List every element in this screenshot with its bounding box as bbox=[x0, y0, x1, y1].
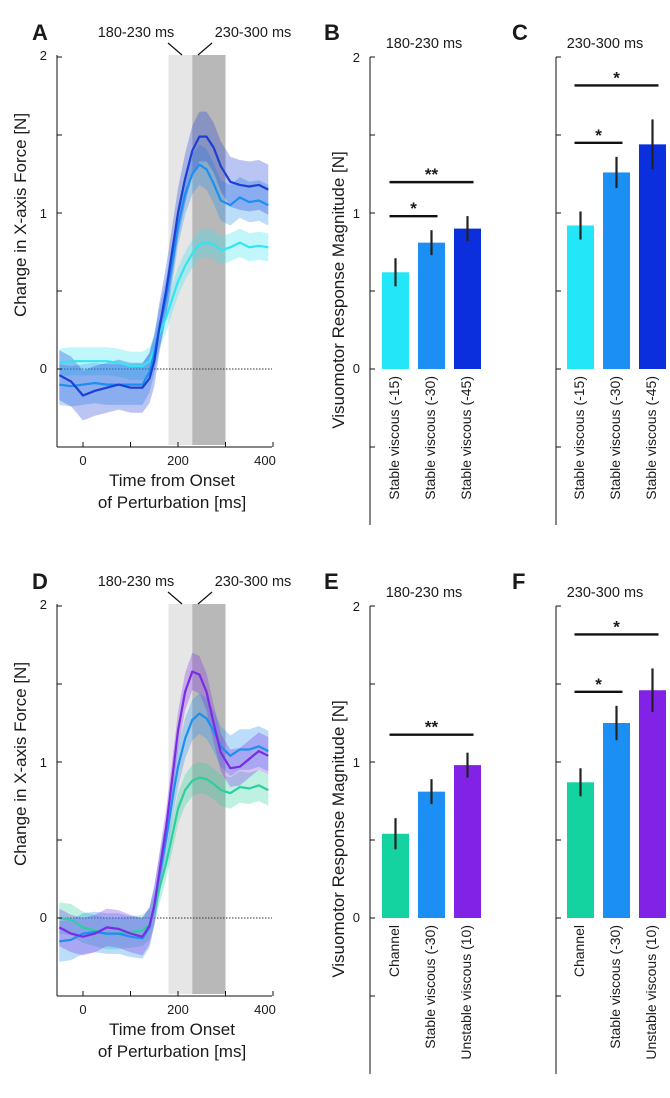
panel-d-series-lines bbox=[59, 672, 268, 942]
panel-b-category-2: Stable viscous (-45) bbox=[458, 376, 474, 500]
panel-d-xtick-200: 200 bbox=[167, 1002, 189, 1017]
panel-e-sig-label-0: ** bbox=[425, 718, 439, 737]
panel-d-x-ticks bbox=[83, 991, 273, 996]
panel-d-x-label-line2: of Perturbation [ms] bbox=[98, 1042, 246, 1061]
panel-d-x-label: Time from Onset bbox=[109, 1020, 235, 1039]
panel-d: D 180-230 ms 230-300 ms 2 1 0 0 200 400 … bbox=[11, 569, 291, 1061]
panel-b-sig-label-1: ** bbox=[425, 165, 439, 184]
panel-a-ytick-0: 0 bbox=[40, 361, 47, 376]
panel-e-ytick-1: 1 bbox=[353, 755, 360, 770]
panel-b-bars: *** bbox=[382, 165, 481, 369]
panel-c-category-2: Stable viscous (-45) bbox=[643, 376, 659, 500]
panel-a-x-label: Time from Onset bbox=[109, 471, 235, 490]
panel-b-bar-2 bbox=[454, 229, 481, 369]
panel-c-bars: ** bbox=[567, 68, 666, 369]
panel-c-label: C bbox=[512, 20, 528, 45]
panel-b-y-label: Visuomotor Response Magnitude [N] bbox=[329, 151, 348, 429]
panel-f-sig-label-1: * bbox=[613, 617, 620, 636]
panel-c-bar-2 bbox=[639, 144, 666, 369]
panel-b-label: B bbox=[324, 20, 340, 45]
panel-d-xtick-0: 0 bbox=[79, 1002, 86, 1017]
panel-e-bar-1 bbox=[418, 792, 445, 918]
panel-f-bars: ** bbox=[567, 617, 666, 918]
panel-b: B 180-230 ms 2 1 0 Visuomotor Response M… bbox=[324, 20, 481, 525]
panel-b-category-0: Stable viscous (-15) bbox=[386, 376, 402, 500]
panel-b-ytick-0: 0 bbox=[353, 361, 360, 376]
panel-d-window2-label: 230-300 ms bbox=[215, 574, 292, 590]
panel-b-title: 180-230 ms bbox=[386, 36, 463, 52]
panel-d-window1-label: 180-230 ms bbox=[98, 574, 175, 590]
panel-f-category-0: Channel bbox=[571, 925, 587, 977]
panel-c-category-0: Stable viscous (-15) bbox=[571, 376, 587, 500]
panel-d-ytick-2: 2 bbox=[40, 597, 47, 612]
panel-d-label: D bbox=[32, 569, 48, 594]
panel-b-category-1: Stable viscous (-30) bbox=[422, 376, 438, 500]
panel-d-ytick-0: 0 bbox=[40, 910, 47, 925]
panel-a-confidence-bands bbox=[59, 112, 268, 421]
panel-d-confidence-bands bbox=[59, 653, 268, 962]
panel-f-title: 230-300 ms bbox=[567, 585, 644, 601]
panel-b-y-ticks bbox=[370, 57, 375, 447]
panel-a-window2-pointer bbox=[198, 43, 212, 55]
panel-e-bars: ** bbox=[382, 718, 481, 918]
panel-e-title: 180-230 ms bbox=[386, 585, 463, 601]
panel-c-sig-label-1: * bbox=[613, 68, 620, 87]
panel-d-window2-pointer bbox=[198, 592, 212, 604]
panel-e-y-label: Visuomotor Response Magnitude [N] bbox=[329, 700, 348, 978]
panel-d-xtick-400: 400 bbox=[254, 1002, 276, 1017]
panel-c-y-ticks bbox=[556, 57, 561, 447]
panel-b-ytick-2: 2 bbox=[353, 50, 360, 65]
panel-f-bar-2 bbox=[639, 690, 666, 918]
panel-f-category-2: Unstable viscous (10) bbox=[643, 925, 659, 1060]
panel-f-sig-label-0: * bbox=[595, 675, 602, 694]
panel-e-label: E bbox=[324, 569, 339, 594]
panel-d-y-label: Change in X-axis Force [N] bbox=[11, 662, 30, 866]
panel-a-xtick-400: 400 bbox=[254, 453, 276, 468]
panel-a-x-ticks bbox=[83, 442, 273, 447]
panel-d-ytick-1: 1 bbox=[40, 755, 47, 770]
panel-c-category-1: Stable viscous (-30) bbox=[607, 376, 623, 500]
panel-c-sig-label-0: * bbox=[595, 126, 602, 145]
panel-c: C 230-300 ms ** Stable viscous (-15) Sta… bbox=[512, 20, 666, 525]
panel-a-ytick-1: 1 bbox=[40, 206, 47, 221]
panel-c-bar-1 bbox=[603, 172, 630, 369]
panel-a-window1-pointer bbox=[168, 43, 182, 55]
panel-a-y-label: Change in X-axis Force [N] bbox=[11, 113, 30, 317]
panel-f-label: F bbox=[512, 569, 525, 594]
panel-b-ytick-1: 1 bbox=[353, 206, 360, 221]
panel-e-category-2: Unstable viscous (10) bbox=[458, 925, 474, 1060]
panel-d-window1-pointer bbox=[168, 592, 182, 604]
panel-a-xtick-200: 200 bbox=[167, 453, 189, 468]
panel-a-window2-label: 230-300 ms bbox=[215, 25, 292, 41]
panel-b-bar-0 bbox=[382, 272, 409, 369]
panel-f-bar-0 bbox=[567, 782, 594, 918]
panel-a: A 180-230 ms 230-300 ms 2 1 0 0 200 400 … bbox=[11, 20, 291, 512]
panel-e-bar-2 bbox=[454, 765, 481, 918]
panel-f: F 230-300 ms ** Channel Stable viscous (… bbox=[512, 569, 666, 1074]
panel-a-x-label-line2: of Perturbation [ms] bbox=[98, 493, 246, 512]
panel-b-sig-label-0: * bbox=[410, 199, 417, 218]
panel-e-category-1: Stable viscous (-30) bbox=[422, 925, 438, 1049]
panel-e: E 180-230 ms 2 1 0 Visuomotor Response M… bbox=[324, 569, 481, 1074]
panel-c-bar-0 bbox=[567, 225, 594, 369]
panel-e-ytick-2: 2 bbox=[353, 599, 360, 614]
panel-f-bar-1 bbox=[603, 723, 630, 918]
panel-a-ytick-2: 2 bbox=[40, 48, 47, 63]
panel-c-title: 230-300 ms bbox=[567, 36, 644, 52]
panel-e-category-0: Channel bbox=[386, 925, 402, 977]
panel-e-ytick-0: 0 bbox=[353, 910, 360, 925]
panel-f-y-ticks bbox=[556, 606, 561, 996]
panel-a-window1-label: 180-230 ms bbox=[98, 25, 175, 41]
panel-b-bar-1 bbox=[418, 243, 445, 369]
panel-a-xtick-0: 0 bbox=[79, 453, 86, 468]
panel-a-band-2 bbox=[59, 112, 268, 421]
panel-e-y-ticks bbox=[370, 606, 375, 996]
panel-a-label: A bbox=[32, 20, 48, 45]
panel-f-category-1: Stable viscous (-30) bbox=[607, 925, 623, 1049]
